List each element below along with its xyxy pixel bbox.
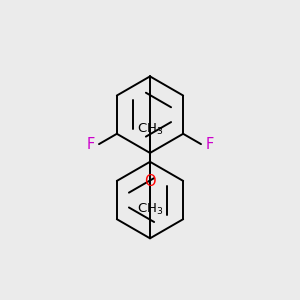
Text: O: O	[144, 174, 156, 189]
Text: F: F	[86, 136, 94, 152]
Text: F: F	[206, 136, 214, 152]
Text: CH$_3$: CH$_3$	[137, 122, 163, 137]
Text: CH$_3$: CH$_3$	[137, 202, 163, 217]
